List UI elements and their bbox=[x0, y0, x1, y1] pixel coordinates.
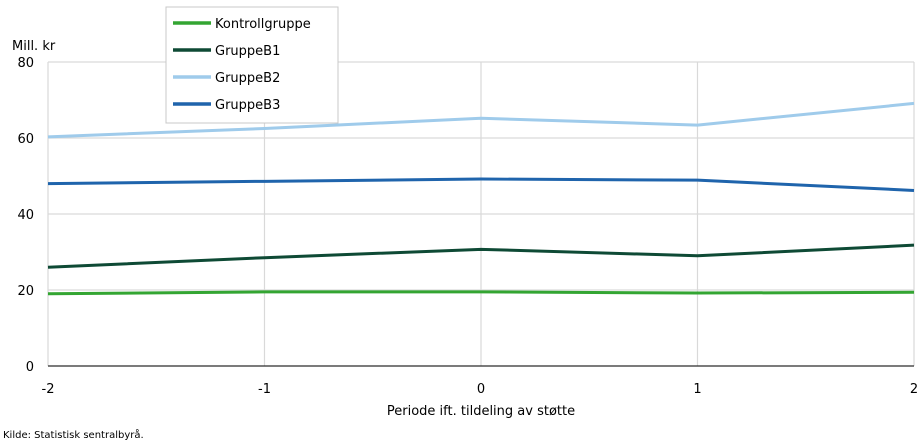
y-tick-label: 20 bbox=[17, 284, 34, 299]
legend-label: GruppeB1 bbox=[215, 44, 280, 59]
series-line-kontrollgruppe bbox=[47, 290, 915, 296]
y-tick-label: 40 bbox=[17, 208, 34, 223]
x-tick-label: 0 bbox=[477, 382, 485, 397]
x-tick-label: -2 bbox=[42, 382, 55, 397]
source-note: Kilde: Statistisk sentralbyrå. bbox=[3, 430, 144, 441]
x-axis-title: Periode ift. tildeling av støtte bbox=[387, 404, 575, 419]
legend-label: GruppeB2 bbox=[215, 71, 280, 86]
legend-label: GruppeB3 bbox=[215, 98, 280, 113]
x-axis-tick-labels: -2 -1 0 1 2 bbox=[42, 382, 919, 397]
series-line-gruppeb3 bbox=[47, 177, 915, 192]
y-axis-title: Mill. kr bbox=[12, 39, 56, 54]
line-chart: 0 20 40 60 80 -2 -1 0 1 2 Mill. kr Periode ift. … bbox=[12, 6, 919, 419]
x-tick-label: -1 bbox=[258, 382, 271, 397]
y-tick-label: 0 bbox=[26, 360, 34, 375]
series-lines bbox=[47, 101, 915, 296]
x-tick-label: 2 bbox=[910, 382, 918, 397]
x-tick-label: 1 bbox=[693, 382, 701, 397]
y-axis-tick-labels: 0 20 40 60 80 bbox=[17, 56, 34, 375]
y-tick-label: 60 bbox=[17, 132, 34, 147]
y-tick-label: 80 bbox=[17, 56, 34, 71]
legend-label: Kontrollgruppe bbox=[215, 17, 311, 32]
series-line-gruppeb1 bbox=[47, 243, 915, 269]
series-line-gruppeb2 bbox=[47, 101, 915, 139]
legend: Kontrollgruppe GruppeB1 GruppeB2 GruppeB3 bbox=[165, 6, 339, 124]
